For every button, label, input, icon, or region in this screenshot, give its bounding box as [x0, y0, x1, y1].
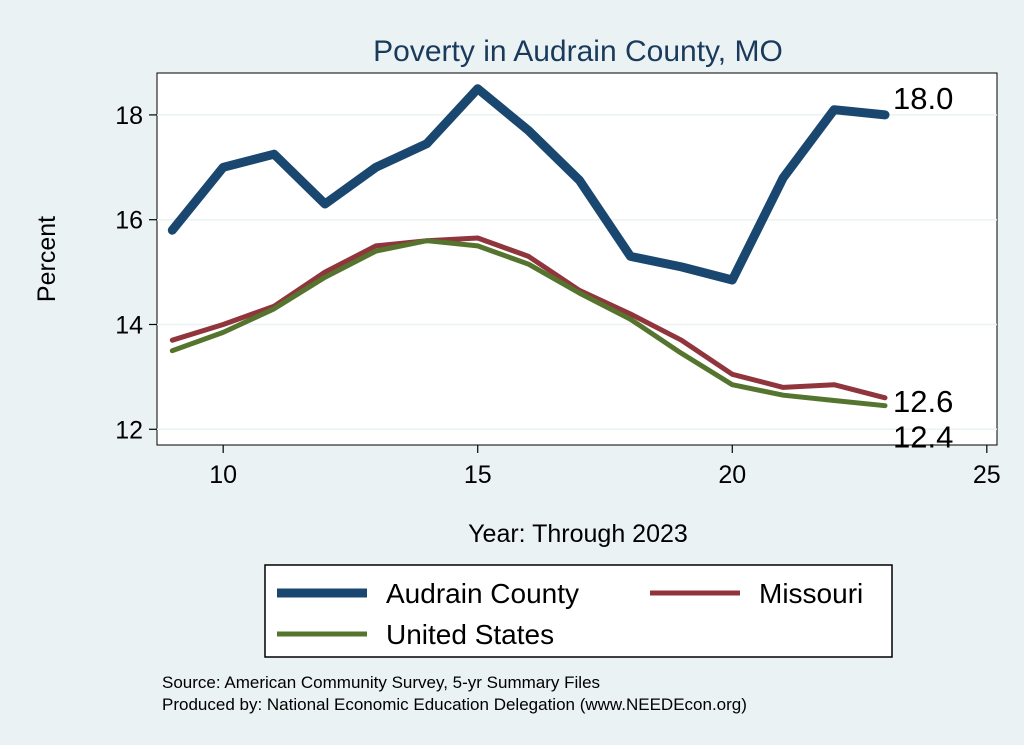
series-lines — [167, 84, 890, 409]
x-tick-label-10: 10 — [209, 461, 237, 489]
axes: 12 14 16 18 10 15 20 25 — [115, 102, 1001, 489]
legend-box — [264, 564, 893, 658]
plot-area — [156, 72, 998, 446]
end-label-us: 12.4 — [893, 420, 953, 455]
produced-by-note: Produced by: National Economic Education… — [162, 695, 747, 714]
y-axis-title: Percent — [33, 216, 61, 302]
end-label-audrain: 18.0 — [893, 81, 953, 116]
x-tick-label-25: 25 — [973, 461, 1001, 489]
y-tick-label-16: 16 — [115, 207, 143, 235]
source-note: Source: American Community Survey, 5-yr … — [162, 673, 600, 692]
legend-label-audrain: Audrain County — [386, 578, 579, 609]
y-tick-label-12: 12 — [115, 416, 143, 444]
y-tick-label-18: 18 — [115, 102, 143, 130]
chart-title: Poverty in Audrain County, MO — [373, 35, 783, 68]
series-line-us — [169, 238, 888, 409]
legend-label-us: United States — [386, 619, 554, 650]
legend-label-missouri: Missouri — [759, 578, 863, 609]
end-label-missouri: 12.6 — [893, 384, 953, 419]
legend: Audrain County Missouri United States — [264, 564, 893, 658]
series-line-missouri — [169, 235, 888, 401]
y-tick-label-14: 14 — [115, 311, 143, 339]
x-axis-title: Year: Through 2023 — [468, 520, 688, 548]
x-tick-label-20: 20 — [718, 461, 746, 489]
x-tick-label-15: 15 — [464, 461, 492, 489]
end-labels: 18.0 12.612.4 — [893, 81, 953, 455]
series-line-audrain — [167, 84, 890, 285]
